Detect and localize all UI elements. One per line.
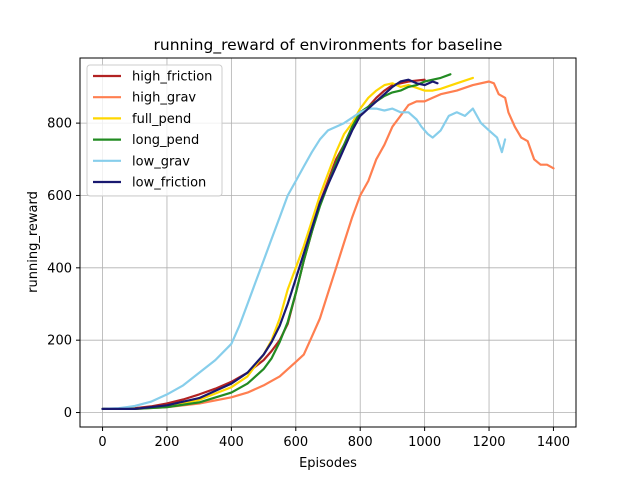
series-lines xyxy=(101,73,555,410)
legend-label-low-grav: low_grav xyxy=(132,154,190,169)
series-line-low-friction xyxy=(101,78,439,410)
y-axis-label: running_reward xyxy=(26,191,41,293)
legend-label-high-grav: high_grav xyxy=(132,91,196,106)
y-tick-label: 200 xyxy=(47,334,72,349)
legend-label-low-friction: low_friction xyxy=(132,176,206,191)
x-tick-label: 600 xyxy=(283,435,308,450)
y-axis-ticks: 0 200 400 600 800 xyxy=(47,117,80,421)
y-tick-label: 0 xyxy=(64,406,72,421)
y-tick-label: 400 xyxy=(47,261,72,276)
legend-label-high-friction: high_friction xyxy=(132,70,212,85)
legend-label-long-pend: long_pend xyxy=(132,133,199,148)
y-tick-label: 600 xyxy=(47,189,72,204)
chart-title: running_reward of environments for basel… xyxy=(154,36,503,55)
x-tick-label: 400 xyxy=(219,435,244,450)
x-tick-label: 1000 xyxy=(408,435,441,450)
legend: high_friction high_grav full_pend long_pend… xyxy=(86,64,223,197)
x-tick-label: 1400 xyxy=(537,435,570,450)
gridlines xyxy=(80,58,576,427)
plot-frame xyxy=(79,57,577,428)
x-tick-label: 800 xyxy=(348,435,373,450)
x-tick-label: 0 xyxy=(98,435,106,450)
series-line-low-grav xyxy=(101,107,507,410)
y-tick-label: 800 xyxy=(47,117,72,132)
x-axis-ticks: 0 200 400 600 800 1000 1200 1400 xyxy=(98,427,570,450)
series-line-high-grav xyxy=(101,80,555,410)
legend-label-full-pend: full_pend xyxy=(132,112,191,127)
x-tick-label: 1200 xyxy=(472,435,505,450)
x-tick-label: 200 xyxy=(155,435,180,450)
x-axis-label: Episodes xyxy=(299,456,357,471)
